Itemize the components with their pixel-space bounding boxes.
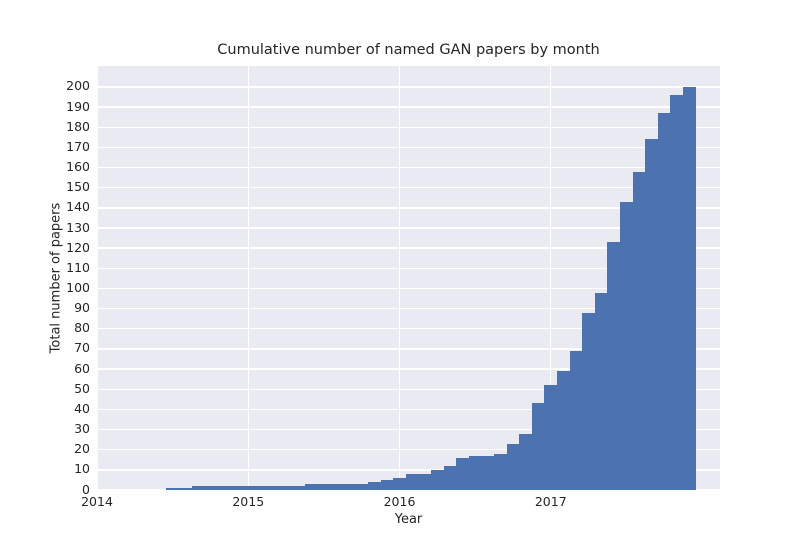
bar-2017-01 xyxy=(544,385,558,490)
y-tick-40: 40 xyxy=(74,400,90,416)
bar-2016-12 xyxy=(531,403,545,490)
bar-2017-02 xyxy=(557,371,570,490)
y-tick-130: 130 xyxy=(66,219,90,235)
bar-2014-10 xyxy=(204,485,217,490)
gridline-x-2014 xyxy=(96,66,98,490)
gridline-y-80 xyxy=(97,328,720,330)
gridline-y-150 xyxy=(97,187,720,189)
y-tick-0: 0 xyxy=(82,481,90,497)
y-tick-180: 180 xyxy=(66,118,90,134)
gridline-y-100 xyxy=(97,287,720,290)
bar-2016-01 xyxy=(393,477,406,490)
gridline-y-90 xyxy=(97,307,720,310)
bar-2014-07 xyxy=(166,488,179,490)
gridline-y-40 xyxy=(97,408,720,411)
bar-2016-08 xyxy=(481,455,495,490)
y-tick-120: 120 xyxy=(66,239,90,255)
y-tick-70: 70 xyxy=(74,340,90,356)
bar-2016-10 xyxy=(506,443,520,490)
bar-2015-08 xyxy=(330,483,343,490)
y-tick-200: 200 xyxy=(66,78,90,94)
y-tick-160: 160 xyxy=(66,159,90,175)
y-tick-90: 90 xyxy=(74,300,90,316)
bar-2014-11 xyxy=(216,485,230,490)
gridline-y-190 xyxy=(97,106,720,108)
y-tick-150: 150 xyxy=(66,179,90,195)
bar-2016-06 xyxy=(456,457,469,490)
y-tick-140: 140 xyxy=(66,199,90,215)
bar-2015-02 xyxy=(254,485,268,490)
bar-2016-05 xyxy=(443,465,457,490)
gridline-y-200 xyxy=(97,86,720,88)
bar-2016-02 xyxy=(405,473,419,490)
x-tick-2017: 2017 xyxy=(534,494,567,509)
y-tick-100: 100 xyxy=(66,279,90,295)
bar-2016-03 xyxy=(418,473,431,490)
bar-2014-08 xyxy=(178,488,192,490)
y-tick-110: 110 xyxy=(66,259,90,275)
gridline-x-2015 xyxy=(247,66,249,490)
gridline-y-10 xyxy=(97,469,720,471)
bar-2015-09 xyxy=(342,483,356,490)
gridline-y-70 xyxy=(97,348,720,350)
x-tick-2014: 2014 xyxy=(81,494,113,509)
bar-2015-03 xyxy=(267,485,280,490)
y-tick-30: 30 xyxy=(74,421,90,437)
gridline-y-130 xyxy=(97,227,720,229)
bar-2017-06 xyxy=(607,242,621,490)
bar-2015-10 xyxy=(355,483,368,490)
bar-2015-07 xyxy=(317,483,331,490)
bar-2015-04 xyxy=(279,485,293,490)
bar-2017-12 xyxy=(683,86,696,490)
plot-area xyxy=(96,66,720,491)
gridline-y-110 xyxy=(97,267,720,270)
bar-2016-07 xyxy=(468,455,482,490)
gridline-y-20 xyxy=(97,449,720,451)
gridline-y-180 xyxy=(97,126,720,128)
x-tick-2015: 2015 xyxy=(232,494,265,509)
bar-2014-09 xyxy=(191,485,205,490)
y-tick-190: 190 xyxy=(66,98,90,114)
gridline-x-2017 xyxy=(550,66,552,490)
bar-2015-05 xyxy=(292,485,305,490)
y-tick-10: 10 xyxy=(74,461,90,477)
gridline-y-120 xyxy=(97,247,720,249)
bar-2017-03 xyxy=(569,350,583,490)
y-tick-170: 170 xyxy=(66,138,90,154)
bar-2016-09 xyxy=(494,453,507,490)
gridline-y-170 xyxy=(97,146,720,149)
bar-2017-11 xyxy=(670,95,684,490)
bar-2014-12 xyxy=(229,485,242,490)
bar-2017-08 xyxy=(632,171,646,490)
gridline-y-140 xyxy=(97,207,720,209)
bar-2017-10 xyxy=(657,113,671,490)
bar-2015-12 xyxy=(380,479,394,490)
chart-title: Cumulative number of named GAN papers by… xyxy=(217,42,600,58)
bar-2017-04 xyxy=(582,312,595,490)
bar-2016-11 xyxy=(519,433,532,490)
y-tick-50: 50 xyxy=(74,380,90,396)
y-tick-60: 60 xyxy=(74,360,90,376)
y-tick-20: 20 xyxy=(74,441,90,457)
y-tick-80: 80 xyxy=(74,320,90,336)
bar-2015-11 xyxy=(367,481,381,490)
gridline-y-30 xyxy=(97,428,720,431)
bar-2017-05 xyxy=(594,292,608,490)
bar-2016-04 xyxy=(431,469,444,490)
gridline-y-50 xyxy=(97,388,720,390)
gridline-y-60 xyxy=(97,368,720,370)
bar-2017-09 xyxy=(645,139,658,490)
bar-2017-07 xyxy=(620,201,633,490)
x-tick-2016: 2016 xyxy=(383,494,416,509)
x-axis-label: Year xyxy=(394,512,423,527)
gridline-y-160 xyxy=(97,166,720,169)
bar-2015-06 xyxy=(304,483,318,490)
bar-2015-01 xyxy=(241,485,255,490)
gridline-x-2016 xyxy=(398,66,401,490)
y-axis-label: Total number of papers xyxy=(48,202,64,354)
